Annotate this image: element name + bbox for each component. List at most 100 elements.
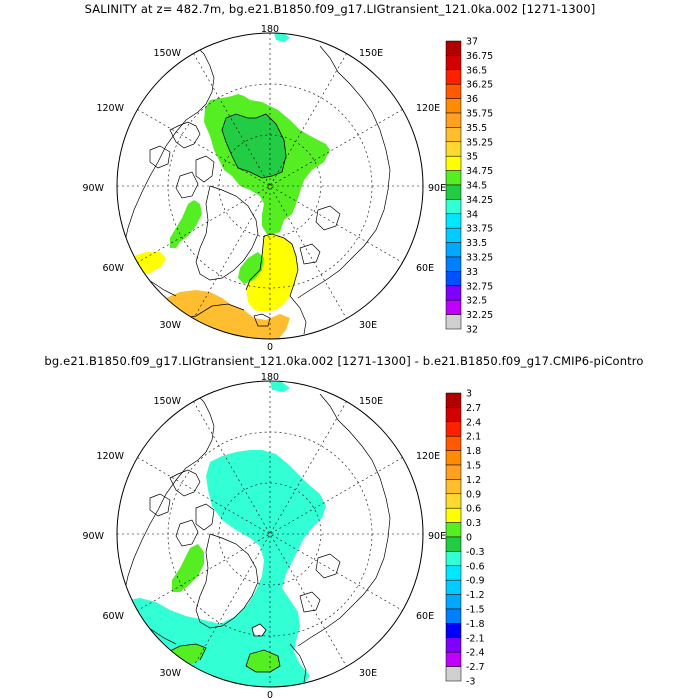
lon-label: 30E xyxy=(359,668,377,679)
colorbar-label: 1.8 xyxy=(466,446,481,457)
colorbar-swatch xyxy=(445,242,462,258)
colorbar-label: 32.75 xyxy=(466,281,493,292)
colorbar-label: 33 xyxy=(466,267,478,278)
colorbar-swatch xyxy=(445,256,462,272)
colorbar-label: 34.5 xyxy=(466,181,487,192)
colorbar-label: 36.5 xyxy=(466,65,487,76)
lon-label: 180 xyxy=(261,24,279,35)
colorbar-label: 33.75 xyxy=(466,224,493,235)
colorbar-swatch xyxy=(445,227,462,243)
colorbar-swatch xyxy=(445,392,462,408)
lon-label: 90E xyxy=(428,531,446,542)
salinity-field-nordic-green xyxy=(238,252,264,284)
colorbar-label: -2.1 xyxy=(466,633,485,644)
colorbar-label: -3 xyxy=(466,677,475,688)
colorbar-label: 35.5 xyxy=(466,123,487,134)
colorbar-swatch xyxy=(445,69,462,85)
colorbar-swatch xyxy=(445,565,462,581)
lon-labels-top: 180 150W 150E 120W 120E 90W 90E 60W 60E 30W 30E 0 xyxy=(83,24,447,353)
colorbar-swatch xyxy=(445,623,462,639)
colorbar-swatch xyxy=(445,407,462,423)
panel-bottom-title: bg.e21.B1850.f09_g17.LIGtransient_121.0k… xyxy=(44,354,644,368)
lon-label: 90E xyxy=(428,183,446,194)
colorbar-swatch xyxy=(445,285,462,301)
lon-label: 30W xyxy=(160,320,182,331)
colorbar-label: 35 xyxy=(466,152,478,163)
lon-label: 150E xyxy=(359,48,383,59)
anomaly-field-nordic xyxy=(246,650,280,672)
salinity-field-labrador xyxy=(126,252,166,276)
colorbar-swatch xyxy=(445,127,462,143)
colorbar-label: 1.2 xyxy=(466,475,481,486)
lon-label: 120E xyxy=(416,451,440,462)
map-bottom-border xyxy=(116,380,424,688)
colorbar-swatch xyxy=(445,271,462,287)
colorbar-swatch xyxy=(445,450,462,466)
salinity-field-nordic xyxy=(246,234,298,312)
colorbar-swatch xyxy=(445,666,462,682)
colorbar-bottom: 3 2.7 2.4 2.1 1.8 1.5 1.2 0.9 0.6 0.3 0 -0.3 -0.6 -0.… xyxy=(445,389,485,688)
colorbar-swatch xyxy=(445,40,462,56)
colorbar-swatch xyxy=(445,479,462,495)
anomaly-field-arctic xyxy=(128,450,326,687)
colorbar-swatch xyxy=(445,98,462,114)
map-top: 180 150W 150E 120W 120E 90W 90E 60W 60E 30W 30E 0 3… xyxy=(83,24,494,353)
colorbar-label: -2.7 xyxy=(466,662,485,673)
lon-label: 0 xyxy=(267,690,273,700)
lon-label: 30W xyxy=(160,668,182,679)
colorbar-swatch xyxy=(445,83,462,99)
colorbar-label: 32.5 xyxy=(466,296,487,307)
colorbar-label: 32.25 xyxy=(466,310,493,321)
graticule-bottom xyxy=(117,381,423,687)
colorbar-label: 33.25 xyxy=(466,253,493,264)
colorbar-swatch xyxy=(445,435,462,451)
colorbar-top: 37 36.75 36.5 36.25 36 35.75 35.5 35.25 35 34.75 3… xyxy=(445,37,493,336)
coastlines-bottom xyxy=(123,393,391,683)
lon-label: 60E xyxy=(416,611,434,622)
colorbar-label: -0.6 xyxy=(466,561,485,572)
colorbar-label: 34.75 xyxy=(466,166,493,177)
lon-label: 60E xyxy=(416,263,434,274)
colorbar-label: 36.25 xyxy=(466,80,493,91)
colorbar-label: 32 xyxy=(466,325,478,336)
map-bottom-fields xyxy=(123,382,391,687)
colorbar-label: 0.6 xyxy=(466,504,481,515)
colorbar-swatch xyxy=(445,608,462,624)
colorbar-swatch xyxy=(445,314,462,330)
colorbar-label: 34 xyxy=(466,209,478,220)
lon-label: 120E xyxy=(416,103,440,114)
colorbar-swatch xyxy=(445,141,462,157)
colorbar-swatch xyxy=(445,594,462,610)
colorbar-label: 35.25 xyxy=(466,137,493,148)
colorbar-label: 36 xyxy=(466,94,478,105)
colorbar-label: 33.5 xyxy=(466,238,487,249)
colorbar-swatch xyxy=(445,536,462,552)
colorbar-swatch xyxy=(445,507,462,523)
map-top-border xyxy=(116,32,424,340)
colorbar-swatch xyxy=(445,579,462,595)
colorbar-swatch xyxy=(445,213,462,229)
graticule-top xyxy=(117,33,423,339)
colorbar-swatch xyxy=(445,637,462,653)
colorbar-label: 3 xyxy=(466,389,472,400)
colorbar-label: -0.9 xyxy=(466,576,485,587)
lon-label: 150E xyxy=(359,396,383,407)
lon-label: 90W xyxy=(83,183,105,194)
colorbar-label: 1.5 xyxy=(466,461,481,472)
colorbar-label: -2.4 xyxy=(466,648,485,659)
lon-label: 150W xyxy=(153,396,181,407)
colorbar-swatch xyxy=(445,522,462,538)
lon-label: 60W xyxy=(103,263,125,274)
colorbar-swatch xyxy=(445,651,462,667)
colorbar-label: 37 xyxy=(466,37,478,48)
lon-label: 60W xyxy=(103,611,125,622)
map-top-fields xyxy=(123,33,391,339)
colorbar-swatch xyxy=(445,170,462,186)
colorbar-swatch xyxy=(445,421,462,437)
colorbar-swatch xyxy=(445,184,462,200)
colorbar-swatch xyxy=(445,112,462,128)
lon-labels-bottom: 180 150W 150E 120W 120E 90W 90E 60W 60E 30W 30E 0 xyxy=(83,372,447,700)
anomaly-field-baffin xyxy=(172,544,204,592)
colorbar-swatch xyxy=(445,55,462,71)
colorbar-label: -1.2 xyxy=(466,590,485,601)
